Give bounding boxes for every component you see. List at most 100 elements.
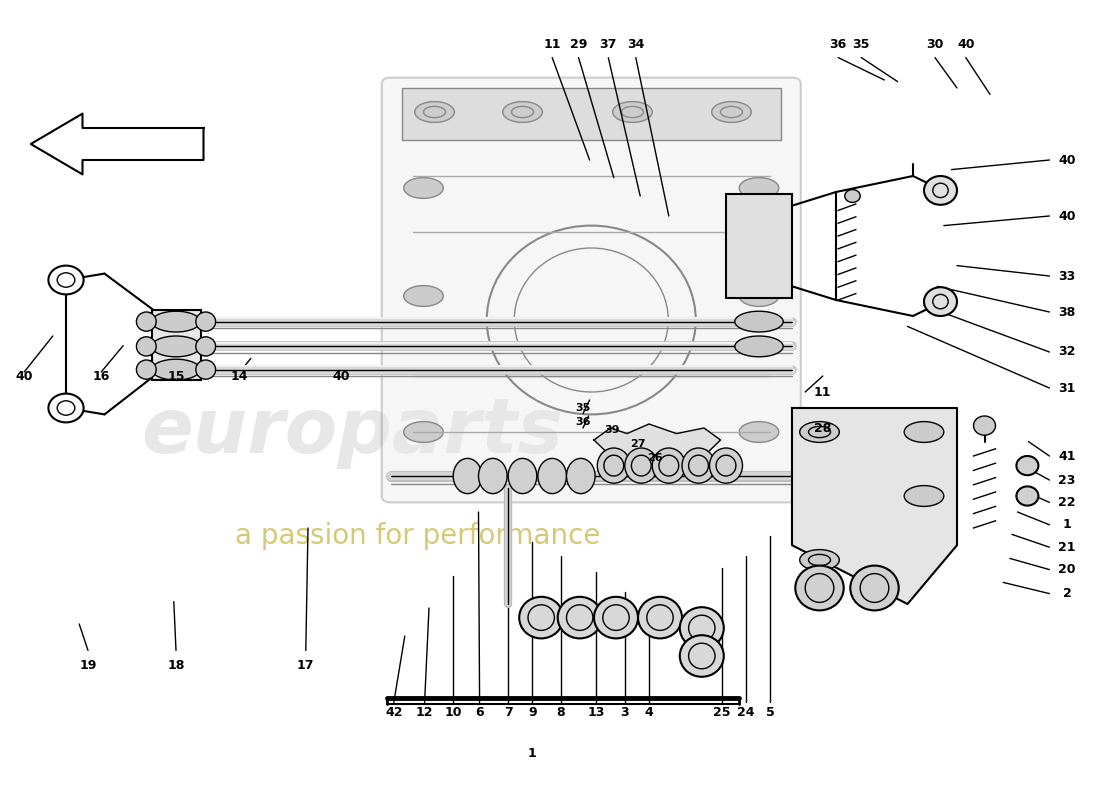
Text: 29: 29	[570, 38, 587, 50]
Ellipse shape	[904, 422, 944, 442]
Text: 32: 32	[1058, 346, 1076, 358]
Bar	[726, 194, 792, 298]
Text: 21: 21	[1058, 541, 1076, 554]
Ellipse shape	[682, 448, 715, 483]
Ellipse shape	[196, 337, 216, 356]
Text: 10: 10	[444, 706, 462, 718]
Text: 23: 23	[1058, 474, 1076, 486]
Text: 40: 40	[957, 38, 975, 50]
Ellipse shape	[415, 102, 454, 122]
Text: 40: 40	[332, 370, 350, 382]
Ellipse shape	[850, 566, 899, 610]
Text: 2: 2	[1063, 587, 1071, 600]
Ellipse shape	[538, 458, 566, 494]
Text: 5: 5	[766, 706, 774, 718]
Text: 6: 6	[475, 706, 484, 718]
Bar	[152, 310, 201, 380]
Ellipse shape	[144, 312, 164, 331]
Ellipse shape	[196, 360, 216, 379]
Text: 1: 1	[528, 747, 537, 760]
Text: a passion for performance: a passion for performance	[235, 522, 601, 550]
Ellipse shape	[795, 566, 844, 610]
Text: 20: 20	[1058, 563, 1076, 576]
Ellipse shape	[597, 448, 630, 483]
Text: 25: 25	[713, 706, 730, 718]
Text: 33: 33	[1058, 270, 1076, 282]
Text: 13: 13	[587, 706, 605, 718]
Text: europarts: europarts	[141, 395, 563, 469]
Ellipse shape	[712, 102, 751, 122]
Text: 35: 35	[852, 38, 870, 50]
Ellipse shape	[196, 312, 216, 331]
FancyBboxPatch shape	[382, 78, 801, 502]
Ellipse shape	[478, 458, 507, 494]
Text: 38: 38	[1058, 306, 1076, 318]
Text: 15: 15	[167, 370, 185, 382]
Ellipse shape	[152, 359, 200, 380]
Ellipse shape	[680, 635, 724, 677]
Ellipse shape	[503, 102, 542, 122]
Ellipse shape	[680, 607, 724, 649]
Ellipse shape	[48, 266, 84, 294]
Text: 36: 36	[829, 38, 847, 50]
Ellipse shape	[152, 336, 200, 357]
Ellipse shape	[48, 394, 84, 422]
Ellipse shape	[739, 422, 779, 442]
Text: 31: 31	[1058, 382, 1076, 394]
Text: 40: 40	[1058, 210, 1076, 222]
Text: 14: 14	[231, 370, 249, 382]
Text: 3: 3	[620, 706, 629, 718]
Ellipse shape	[739, 178, 779, 198]
Ellipse shape	[144, 337, 164, 356]
Ellipse shape	[404, 286, 443, 306]
Text: 40: 40	[1058, 154, 1076, 166]
Ellipse shape	[594, 597, 638, 638]
Ellipse shape	[136, 360, 156, 379]
Text: 11: 11	[543, 38, 561, 50]
Bar	[402, 88, 781, 140]
Ellipse shape	[800, 550, 839, 570]
Ellipse shape	[453, 458, 482, 494]
Text: 40: 40	[15, 370, 33, 382]
Text: 36: 36	[575, 418, 591, 427]
Text: 4: 4	[645, 706, 653, 718]
Text: 19: 19	[79, 659, 97, 672]
Ellipse shape	[136, 337, 156, 356]
Ellipse shape	[739, 286, 779, 306]
Text: 37: 37	[600, 38, 617, 50]
Ellipse shape	[152, 311, 200, 332]
Text: 27: 27	[630, 439, 646, 449]
Text: 16: 16	[92, 370, 110, 382]
Ellipse shape	[800, 422, 839, 442]
Text: 30: 30	[926, 38, 944, 50]
Ellipse shape	[974, 416, 996, 435]
Text: 18: 18	[167, 659, 185, 672]
Ellipse shape	[924, 287, 957, 316]
Ellipse shape	[519, 597, 563, 638]
Ellipse shape	[144, 360, 164, 379]
Text: 26: 26	[647, 453, 662, 462]
Ellipse shape	[652, 448, 685, 483]
Ellipse shape	[508, 458, 537, 494]
Polygon shape	[31, 114, 204, 174]
Ellipse shape	[57, 273, 75, 287]
Text: 1: 1	[1063, 518, 1071, 531]
Text: 17: 17	[297, 659, 315, 672]
Text: 34: 34	[627, 38, 645, 50]
Ellipse shape	[924, 176, 957, 205]
Text: 39: 39	[604, 426, 619, 435]
Ellipse shape	[1016, 456, 1038, 475]
Ellipse shape	[735, 336, 783, 357]
Ellipse shape	[404, 422, 443, 442]
Text: 9: 9	[528, 706, 537, 718]
Ellipse shape	[638, 597, 682, 638]
Text: 12: 12	[416, 706, 433, 718]
Text: 41: 41	[1058, 450, 1076, 462]
Ellipse shape	[57, 401, 75, 415]
Text: 42: 42	[385, 706, 403, 718]
Ellipse shape	[613, 102, 652, 122]
Polygon shape	[792, 408, 957, 604]
Text: 24: 24	[737, 706, 755, 718]
Text: 35: 35	[575, 403, 591, 413]
Ellipse shape	[566, 458, 595, 494]
